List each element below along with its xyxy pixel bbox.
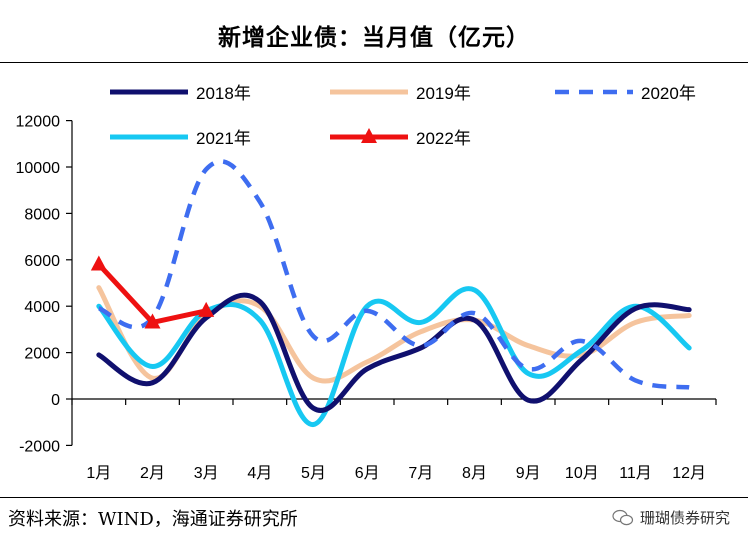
y-tick-label: 10000	[16, 160, 61, 177]
legend-label: 2020年	[641, 84, 696, 103]
source-note: 资料来源：WIND，海通证券研究所	[8, 509, 298, 530]
legend-label: 2022年	[416, 129, 471, 148]
x-tick-label: 2月	[140, 465, 165, 482]
line-chart: 12000 10000 8000 6000 4000 2000 0 -2000 1月 2月 3月 4月…	[16, 84, 717, 482]
top-rule	[0, 62, 748, 63]
x-tick-label: 3月	[194, 465, 219, 482]
y-tick-label: 0	[51, 392, 60, 409]
bottom-rule	[0, 497, 748, 498]
legend-item: 2018年	[110, 84, 251, 103]
x-tick-label: 1月	[86, 465, 111, 482]
y-tick-label: 4000	[24, 299, 60, 316]
series-line-2018年	[96, 292, 692, 413]
legend-label: 2019年	[416, 84, 471, 103]
watermark-text: 珊瑚债券研究	[639, 509, 730, 527]
x-tick-label: 10月	[565, 465, 599, 482]
x-tick-label: 7月	[408, 465, 433, 482]
x-tick-label: 9月	[516, 465, 541, 482]
legend-label: 2018年	[196, 84, 251, 103]
x-tick-label: 12月	[672, 465, 706, 482]
series-group	[90, 159, 692, 428]
y-tick-label: 12000	[16, 114, 61, 131]
y-tick-label: 2000	[24, 346, 60, 363]
series-line-2020年	[98, 159, 690, 390]
chart-title: 新增企业债：当月值（亿元）	[218, 24, 530, 51]
x-tick-label: 6月	[355, 465, 380, 482]
legend-item: 2022年	[330, 128, 471, 148]
legend-item: 2020年	[555, 84, 696, 103]
x-tick-label: 5月	[301, 465, 326, 482]
wechat-icon	[612, 509, 634, 525]
data-point-marker	[144, 313, 161, 329]
legend: 2018年 2019年 2020年 2021年 2022年	[110, 84, 696, 148]
x-tick-label: 11月	[619, 465, 652, 482]
data-point-marker	[198, 301, 215, 317]
y-tick-label: 8000	[24, 206, 60, 223]
legend-marker	[361, 128, 377, 143]
legend-item: 2019年	[330, 84, 471, 103]
legend-item: 2021年	[110, 129, 251, 148]
data-point-marker	[90, 255, 107, 271]
axes: 12000 10000 8000 6000 4000 2000 0 -2000 1月 2月 3月 4月…	[16, 114, 717, 482]
x-tick-label: 4月	[247, 465, 272, 482]
watermark: 珊瑚债券研究	[612, 507, 730, 528]
y-tick-label: -2000	[19, 438, 60, 455]
x-tick-label: 8月	[462, 465, 487, 482]
y-tick-label: 6000	[24, 253, 60, 270]
legend-label: 2021年	[196, 129, 251, 148]
